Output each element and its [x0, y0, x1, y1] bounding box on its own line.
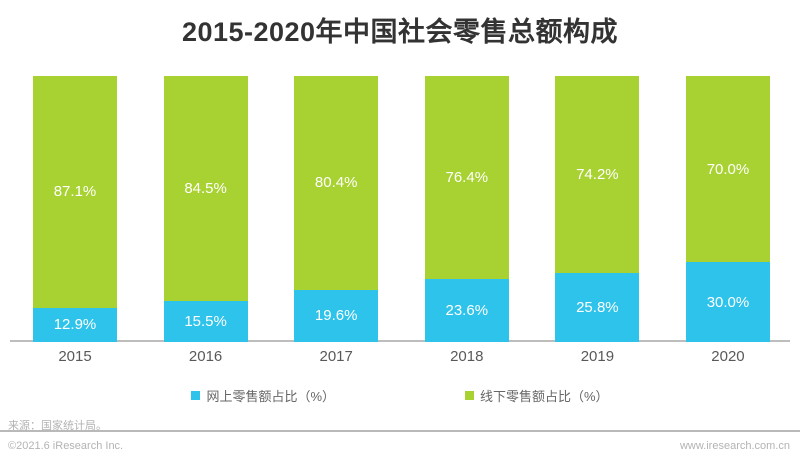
- x-axis-label: 2020: [711, 348, 745, 365]
- online-segment: 30.0%: [685, 262, 770, 342]
- offline-segment: 70.0%: [685, 76, 770, 263]
- source-note: 来源：国家统计局。: [8, 420, 107, 432]
- x-axis-label: 2018: [450, 348, 484, 365]
- bar-column-2018: 76.4% 23.6% 2018: [424, 76, 509, 365]
- value-label: 87.1%: [53, 183, 97, 201]
- value-label: 23.6%: [445, 302, 489, 320]
- offline-segment: 74.2%: [555, 76, 640, 274]
- bar-column-2020: 70.0% 30.0% 2020: [685, 76, 770, 365]
- bar-column-2016: 84.5% 15.5% 2016: [163, 76, 248, 365]
- online-segment: 25.8%: [555, 273, 640, 342]
- x-axis-label: 2016: [188, 348, 223, 365]
- value-label: 80.4%: [314, 174, 358, 192]
- bar-column-2019: 74.2% 25.8% 2019: [555, 76, 640, 365]
- offline-segment: 76.4%: [424, 76, 509, 280]
- stacked-bar: 80.4% 19.6%: [294, 76, 379, 342]
- stacked-bar: 87.1% 12.9%: [33, 76, 117, 342]
- x-axis-label: 2015: [58, 348, 92, 365]
- footer-divider: [0, 430, 800, 432]
- chart-title: 2015-2020年中国社会零售总额构成: [181, 17, 619, 47]
- online-segment: 19.6%: [294, 289, 379, 342]
- legend-label: 网上零售额占比（%）: [206, 389, 335, 404]
- legend-item-online: 网上零售额占比（%）: [191, 386, 335, 405]
- legend: 网上零售额占比（%） 线下零售额占比（%）: [0, 386, 800, 405]
- value-label: 70.0%: [706, 160, 750, 178]
- website-text: www.iresearch.com.cn: [679, 440, 790, 452]
- value-label: 74.2%: [576, 166, 619, 184]
- x-axis-line: [10, 340, 790, 342]
- online-segment: 23.6%: [424, 279, 509, 342]
- stacked-bar: 70.0% 30.0%: [685, 76, 770, 342]
- stacked-bar: 76.4% 23.6%: [424, 76, 509, 342]
- value-label: 30.0%: [706, 293, 750, 311]
- x-axis-label: 2019: [580, 348, 615, 365]
- value-label: 25.8%: [576, 299, 619, 317]
- x-axis-label: 2017: [319, 348, 353, 365]
- online-segment: 15.5%: [163, 300, 248, 342]
- legend-label: 线下零售额占比（%）: [480, 389, 609, 404]
- copyright-text: ©2021.6 iResearch Inc.: [8, 440, 124, 452]
- bar-column-2017: 80.4% 19.6% 2017: [294, 76, 379, 365]
- legend-swatch-icon: [191, 391, 201, 400]
- legend-item-offline: 线下零售额占比（%）: [465, 386, 609, 405]
- value-label: 15.5%: [184, 312, 227, 330]
- stacked-bar: 84.5% 15.5%: [163, 76, 248, 342]
- stacked-bar: 74.2% 25.8%: [555, 76, 640, 342]
- bar-column-2015: 87.1% 12.9% 2015: [33, 76, 117, 365]
- offline-segment: 84.5%: [163, 76, 248, 301]
- legend-swatch-icon: [465, 391, 474, 400]
- value-label: 84.5%: [184, 179, 227, 197]
- value-label: 76.4%: [445, 169, 489, 187]
- value-label: 19.6%: [314, 307, 358, 325]
- offline-segment: 87.1%: [33, 76, 117, 308]
- plot-area: 87.1% 12.9% 2015 84.5% 15.5% 2016 80.4% 19.6% 20…: [33, 76, 770, 365]
- offline-segment: 80.4%: [294, 76, 379, 290]
- value-label: 12.9%: [53, 316, 97, 334]
- online-segment: 12.9%: [33, 307, 117, 342]
